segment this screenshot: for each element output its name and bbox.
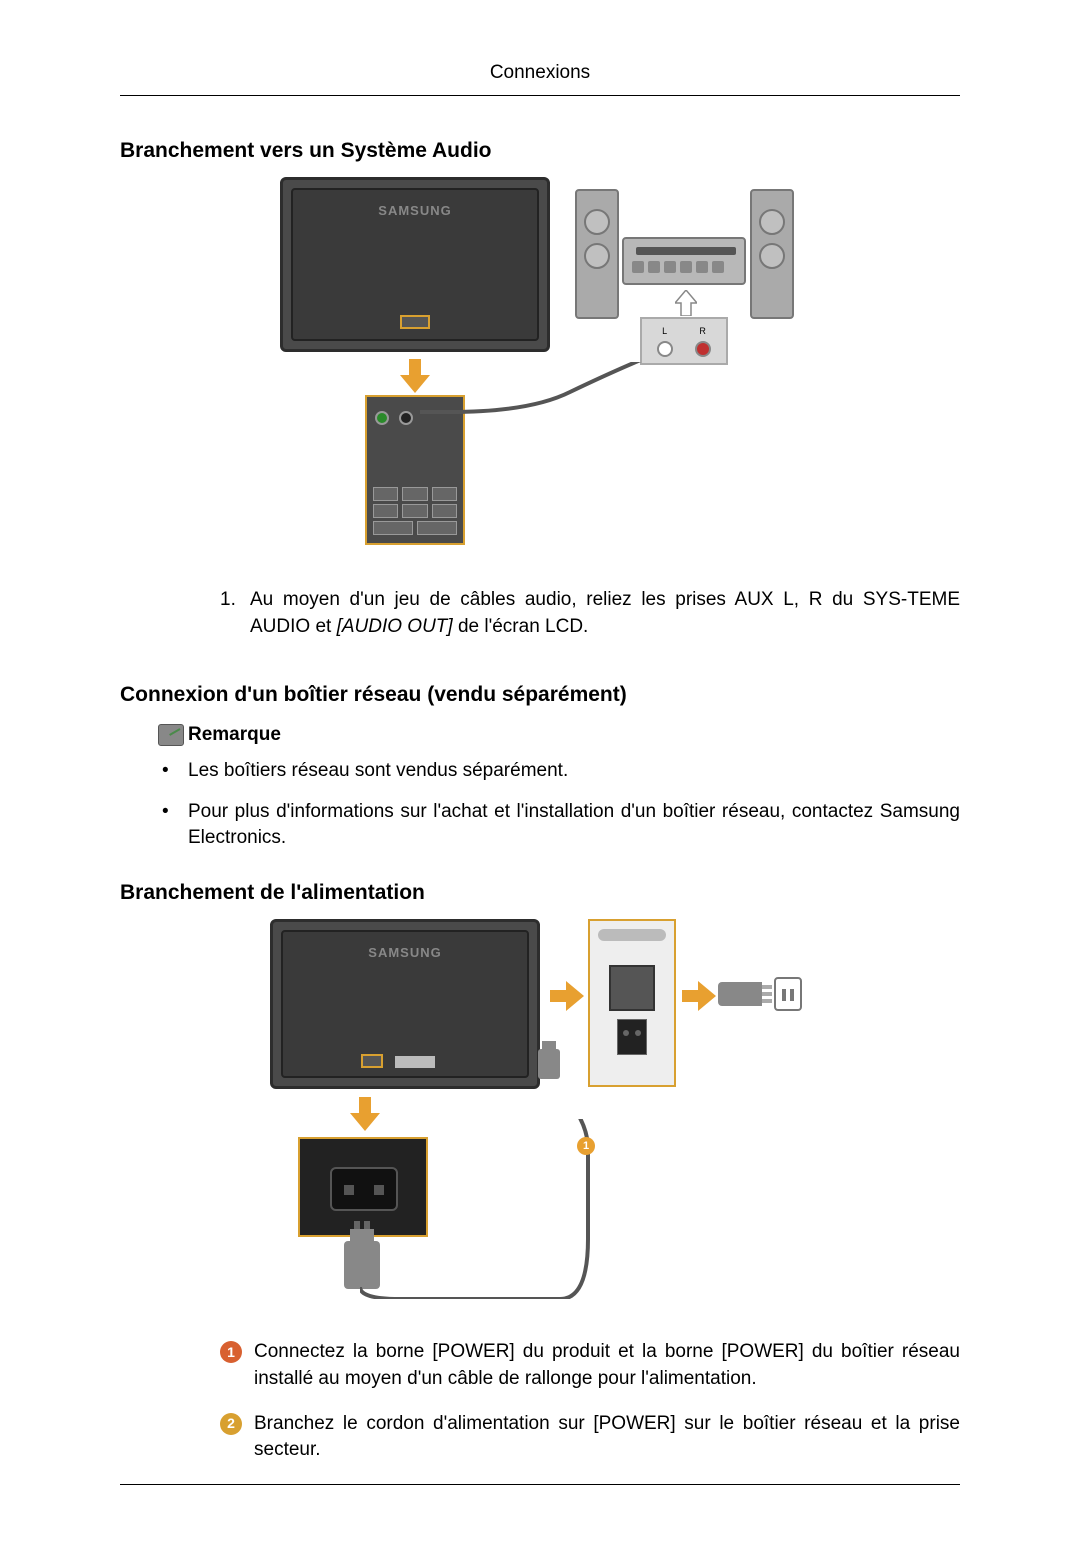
bullet-text: Pour plus d'informations sur l'achat et …: [188, 799, 960, 852]
diagram-power-canvas: SAMSUNG: [270, 919, 810, 1299]
tv-back: SAMSUNG: [280, 177, 550, 352]
tv-inner: SAMSUNG: [291, 188, 539, 341]
tv-port-grid: [373, 484, 457, 535]
legend: 1 Connectez la borne [POWER] du produit …: [220, 1339, 960, 1463]
list-text: Au moyen d'un jeu de câbles audio, relie…: [250, 587, 960, 640]
page-header: Connexions: [120, 60, 960, 96]
tv-back-2: SAMSUNG: [270, 919, 540, 1089]
page-title: Connexions: [490, 62, 590, 83]
bullet-text: Les boîtiers réseau sont vendus séparéme…: [188, 758, 960, 785]
legend-badge-2: 2: [220, 1413, 242, 1435]
audio-jack-green-icon: [375, 411, 389, 425]
tv-label-strip: [395, 1056, 435, 1068]
section2-bullets: • Les boîtiers réseau sont vendus séparé…: [162, 758, 960, 852]
diagram-audio: SAMSUNG L: [120, 177, 960, 547]
arrow-down-icon: [350, 1097, 380, 1131]
marker-badge-1: 1: [577, 1137, 595, 1155]
label-l: L: [662, 325, 667, 338]
legend-item: 1 Connectez la borne [POWER] du produit …: [220, 1339, 960, 1392]
speaker-right: [750, 189, 794, 319]
list-number: 1.: [220, 587, 250, 640]
netbox-slot: [598, 929, 666, 941]
arrow-up-icon: [675, 290, 697, 316]
plug-body: [718, 982, 762, 1006]
legend-text: Branchez le cordon d'alimentation sur [P…: [254, 1411, 960, 1464]
audio-jack-black-icon: [399, 411, 413, 425]
note-icon: [158, 724, 184, 746]
tv-power-port-highlight: [361, 1054, 383, 1068]
amp-buttons: [632, 261, 740, 277]
tv-power-panel: [298, 1137, 428, 1237]
amp-slot: [636, 247, 736, 255]
power-cable-plug: [344, 1241, 380, 1289]
section3-heading: Branchement de l'alimentation: [120, 878, 960, 907]
bullet-item: • Pour plus d'informations sur l'achat e…: [162, 799, 960, 852]
section2-heading: Connexion d'un boîtier réseau (vendu sép…: [120, 680, 960, 709]
legend-text: Connectez la borne [POWER] du produit et…: [254, 1339, 960, 1392]
power-socket-icon: [330, 1167, 398, 1211]
bullet-mark: •: [162, 758, 188, 785]
legend-item: 2 Branchez le cordon d'alimentation sur …: [220, 1411, 960, 1464]
note-label: Remarque: [188, 722, 281, 749]
tv-highlight-port: [400, 315, 430, 329]
netbox-cable-plug: [538, 1049, 560, 1079]
audio-out-jacks: [375, 411, 413, 425]
rca-red-icon: [695, 341, 711, 357]
list-item: 1. Au moyen d'un jeu de câbles audio, re…: [220, 587, 960, 640]
tv-brand-label-2: SAMSUNG: [368, 944, 441, 962]
arrow-right-icon: [682, 981, 716, 1011]
arrow-down-icon: [400, 359, 430, 393]
wall-plug: [718, 977, 802, 1011]
tv-inner-2: SAMSUNG: [281, 930, 529, 1078]
rca-white-icon: [657, 341, 673, 357]
lr-jacks: [646, 341, 722, 357]
tv-brand-label: SAMSUNG: [378, 202, 451, 220]
speaker-left: [575, 189, 619, 319]
diagram-power: SAMSUNG: [120, 919, 960, 1299]
footer-rule: [120, 1484, 960, 1485]
section1-list: 1. Au moyen d'un jeu de câbles audio, re…: [220, 587, 960, 640]
note-row: Remarque: [158, 722, 960, 749]
lr-labels: L R: [646, 325, 722, 338]
section1-heading: Branchement vers un Système Audio: [120, 136, 960, 165]
bullet-mark: •: [162, 799, 188, 852]
amplifier: [622, 237, 746, 285]
network-box: [588, 919, 676, 1087]
netbox-port: [609, 965, 655, 1011]
tv-connector-panel: [365, 395, 465, 545]
wall-socket-icon: [774, 977, 802, 1011]
text-italic: [AUDIO OUT]: [337, 616, 453, 637]
text-after: de l'écran LCD.: [453, 616, 589, 637]
page: Connexions Branchement vers un Système A…: [0, 0, 1080, 1545]
plug-pins: [762, 985, 772, 1003]
legend-badge-1: 1: [220, 1341, 242, 1363]
bullet-item: • Les boîtiers réseau sont vendus séparé…: [162, 758, 960, 785]
diagram-audio-canvas: SAMSUNG L: [280, 177, 800, 547]
label-r: R: [699, 325, 706, 338]
netbox-power-socket: [617, 1019, 647, 1055]
arrow-right-icon: [550, 981, 584, 1011]
lr-input-panel: L R: [640, 317, 728, 365]
